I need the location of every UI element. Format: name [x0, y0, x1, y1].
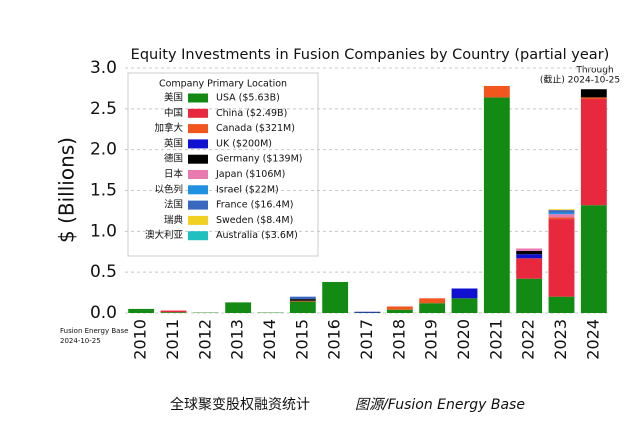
legend-box [127, 72, 319, 257]
legend-swatch [188, 154, 208, 164]
legend-label: France ($16.4M) [216, 200, 293, 211]
bar-segment [160, 312, 187, 313]
bar-segment [483, 85, 510, 98]
legend-local-label: 英国 [164, 137, 183, 149]
bar-segment [289, 300, 316, 302]
legend-label: UK ($200M) [216, 138, 272, 149]
y-tick-label: 1.5 [90, 181, 117, 201]
legend-swatch [188, 124, 208, 134]
x-tick-label: 2020 [454, 319, 473, 360]
bar-segment [516, 254, 543, 259]
bar-segment [289, 301, 316, 313]
bar-segment [419, 298, 446, 304]
y-tick-label: 0.0 [90, 303, 117, 323]
legend-local-label: 澳大利亚 [145, 229, 184, 241]
bar-segment [580, 205, 607, 313]
bar-segment [580, 89, 607, 98]
bar-segment [580, 97, 607, 100]
chart-title: Equity Investments in Fusion Companies b… [131, 47, 610, 63]
legend-local-label: 法国 [164, 199, 183, 211]
legend-swatch [188, 139, 208, 149]
legend-swatch [188, 108, 208, 118]
bar-segment [548, 217, 575, 220]
annotation: (截止) 2024-10-25 [540, 74, 620, 86]
legend-swatch [188, 231, 208, 241]
x-tick-label: 2021 [486, 319, 505, 360]
x-tick-label: 2023 [551, 319, 570, 360]
legend-label: Germany ($139M) [216, 154, 302, 165]
x-tick-label: 2016 [325, 319, 344, 360]
legend-local-label: 加拿大 [154, 122, 183, 134]
annotation: Through [575, 66, 613, 76]
legend-swatch [188, 185, 208, 195]
bar-segment [289, 299, 316, 301]
bar-segment [516, 258, 543, 279]
legend-local-label: 以色列 [154, 183, 183, 195]
bar-segment [386, 306, 413, 310]
legend-local-label: 瑞典 [164, 214, 184, 226]
bar-segment [225, 302, 252, 313]
legend-title: Company Primary Location [159, 79, 287, 90]
y-tick-label: 2.5 [90, 99, 117, 119]
bar-segment [548, 209, 575, 211]
source: Fusion Energy Base [60, 327, 128, 335]
x-tick-label: 2018 [389, 319, 408, 360]
legend-local-label: 日本 [164, 168, 184, 180]
x-tick-label: 2012 [195, 319, 214, 360]
caption-source: 图源/Fusion Energy Base [355, 397, 525, 413]
legend-label: Canada ($321M) [216, 123, 295, 134]
bar-segment [548, 214, 575, 218]
legend-label: USA ($5.63B) [216, 93, 280, 104]
legend-label: Australia ($3.6M) [216, 230, 298, 241]
y-tick-label: 0.5 [90, 262, 117, 282]
source-date: 2024-10-25 [60, 337, 101, 345]
x-tick-label: 2011 [163, 319, 182, 360]
x-tick-label: 2010 [131, 319, 150, 360]
legend-swatch [188, 215, 208, 225]
bar-segment [483, 97, 510, 314]
bar-segment [548, 296, 575, 313]
y-tick-label: 3.0 [90, 58, 117, 78]
legend-local-label: 中国 [164, 107, 183, 119]
legend-label: Israel ($22M) [216, 184, 279, 195]
bar-segment [580, 99, 607, 206]
legend-local-label: 美国 [164, 92, 183, 104]
bar-segment [322, 281, 349, 313]
bar-segment [451, 288, 478, 299]
y-tick-label: 1.0 [90, 221, 117, 241]
bar-segment [548, 219, 575, 297]
x-tick-label: 2022 [519, 319, 538, 360]
x-tick-label: 2014 [260, 319, 279, 360]
bar-segment [386, 309, 413, 313]
legend-swatch [188, 200, 208, 210]
bar-segment [516, 278, 543, 313]
bar-segment [451, 298, 478, 313]
bar-segment [128, 308, 155, 313]
bar-segment [516, 250, 543, 255]
legend-swatch [188, 93, 208, 103]
x-tick-label: 2015 [292, 319, 311, 360]
legend-swatch [188, 170, 208, 179]
x-tick-label: 2013 [228, 319, 247, 360]
bar-segment [548, 210, 575, 213]
bar-segment [354, 311, 381, 313]
bar-segment [516, 248, 543, 251]
y-axis-label: $ (Billions) [55, 137, 79, 243]
bar-segment [548, 212, 575, 215]
legend-label: China ($2.49B) [216, 108, 287, 119]
legend-local-label: 德国 [164, 153, 183, 165]
bar-segment [419, 303, 446, 313]
legend-label: Sweden ($8.4M) [216, 215, 293, 226]
caption: 全球聚变股权融资统计 [170, 396, 310, 413]
y-tick-label: 2.0 [90, 140, 117, 160]
x-tick-label: 2019 [422, 319, 441, 360]
bar-segment [289, 296, 316, 300]
x-tick-label: 2024 [583, 319, 602, 360]
legend-label: Japan ($106M) [215, 169, 285, 180]
bar-segment [160, 310, 187, 313]
x-tick-label: 2017 [357, 319, 376, 360]
